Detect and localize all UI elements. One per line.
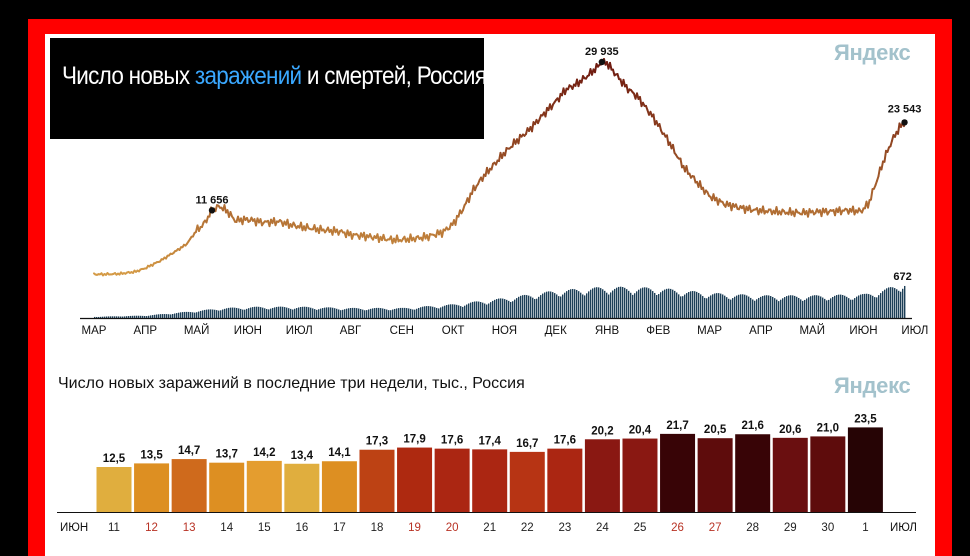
- title-part-1: Число новых: [62, 62, 195, 90]
- title-part-highlight: заражений: [194, 62, 302, 90]
- title-part-3: и смертей, Россия: [301, 62, 487, 90]
- top-chart-title: Число новых заражений и смертей, Россия: [62, 62, 487, 91]
- title-box: Число новых заражений и смертей, Россия: [50, 38, 487, 139]
- yandex-logo-bottom: Яндекс: [834, 373, 911, 398]
- yandex-logo-top: Яндекс: [834, 40, 911, 65]
- bar-chart-title: Число новых заражений в последние три не…: [58, 375, 525, 392]
